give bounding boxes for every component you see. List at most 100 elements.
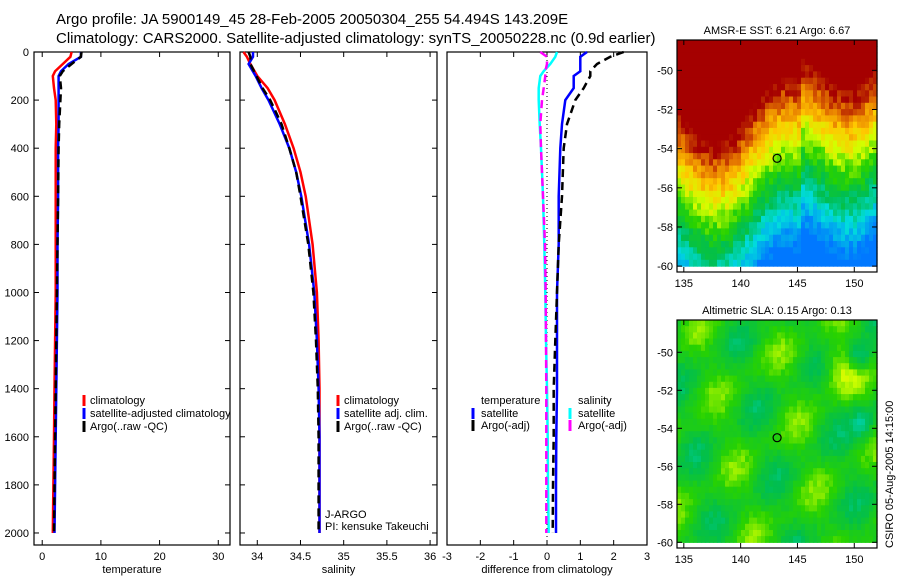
heatmap-cell [841,332,846,340]
heatmap-cell [681,253,686,261]
heatmap-cell [701,363,706,370]
heatmap-cell [809,134,814,142]
heatmap-cell [681,357,686,364]
heatmap-cell [825,241,830,248]
heatmap-cell [757,127,762,135]
heatmap-cell [757,109,762,116]
heatmap-cell [701,505,706,513]
heatmap-cell [829,320,834,327]
heatmap-cell [873,517,878,525]
heatmap-cell [769,222,774,230]
heatmap-cell [681,499,686,506]
heatmap-cell [741,197,746,204]
heatmap-cell [685,480,690,488]
heatmap-cell [717,468,722,475]
heatmap-cell [753,46,758,54]
heatmap-cell [793,350,798,358]
heatmap-cell [705,203,710,211]
heatmap-cell [769,115,774,123]
heatmap-cell [781,203,786,211]
heatmap-cell [697,190,702,198]
heatmap-cell [801,492,806,500]
heatmap-cell [701,455,706,463]
heatmap-cell [869,184,874,192]
heatmap-cell [701,228,706,236]
heatmap-cell [789,505,794,513]
heatmap-cell [829,247,834,255]
heatmap-cell [769,71,774,79]
heatmap-cell [821,203,826,211]
heatmap-cell [817,357,822,364]
heatmap-cell [789,462,794,469]
heatmap-cell [697,350,702,358]
heatmap-cell [873,394,878,401]
heatmap-cell [825,320,830,327]
heatmap-cell [813,517,818,525]
heatmap-cell [785,344,790,352]
heatmap-cell [821,530,826,537]
heatmap-cell [845,197,850,204]
heatmap-cell [677,387,682,395]
heatmap-cell [705,171,710,179]
heatmap-cell [757,96,762,104]
heatmap-cell [713,184,718,192]
heatmap-cell [805,332,810,340]
heatmap-cell [745,523,750,531]
heatmap-cell [785,241,790,248]
heatmap-cell [829,480,834,488]
heatmap-cell [821,84,826,91]
heatmap-cell [717,443,722,451]
heatmap-cell [693,184,698,192]
heatmap-cell [873,387,878,395]
heatmap-cell [697,332,702,340]
heatmap-cell [693,153,698,160]
heatmap-cell [857,425,862,432]
heatmap-cell [861,474,866,482]
heatmap-cell [825,197,830,204]
heatmap-cell [697,259,702,267]
heatmap-cell [793,102,798,110]
heatmap-cell [789,209,794,217]
heatmap-cell [793,65,798,72]
heatmap-cell [865,40,870,47]
heatmap-cell [833,468,838,475]
heatmap-cell [849,536,854,543]
heatmap-cell [833,523,838,531]
heatmap-cell [721,46,726,54]
heatmap-cell [853,203,858,211]
heatmap-cell [717,462,722,469]
heatmap-cell [697,184,702,192]
heatmap-cell [757,209,762,217]
heatmap-cell [677,109,682,116]
heatmap-cell [753,102,758,110]
heatmap-cell [729,178,734,186]
heatmap-cell [701,84,706,91]
heatmap-cell [741,320,746,327]
heatmap-cell [717,480,722,488]
heatmap-cell [769,178,774,186]
heatmap-cell [841,344,846,352]
heatmap-cell [801,46,806,54]
heatmap-cell [733,115,738,123]
heatmap-cell [717,431,722,438]
heatmap-cell [833,153,838,160]
heatmap-cell [765,209,770,217]
heatmap-cell [869,115,874,123]
heatmap-cell [781,146,786,154]
heatmap-cell [729,530,734,537]
heatmap-cell [685,234,690,242]
heatmap-cell [853,536,858,543]
heatmap-cell [741,499,746,506]
heatmap-cell [729,505,734,513]
heatmap-cell [781,536,786,543]
heatmap-cell [685,468,690,475]
heatmap-cell [865,234,870,242]
heatmap-cell [829,215,834,223]
heatmap-cell [817,375,822,383]
heatmap-cell [709,215,714,223]
y-tick-label: -54 [657,144,673,156]
heatmap-cell [873,320,878,327]
heatmap-cell [797,394,802,401]
heatmap-cell [701,178,706,186]
heatmap-cell [857,215,862,223]
